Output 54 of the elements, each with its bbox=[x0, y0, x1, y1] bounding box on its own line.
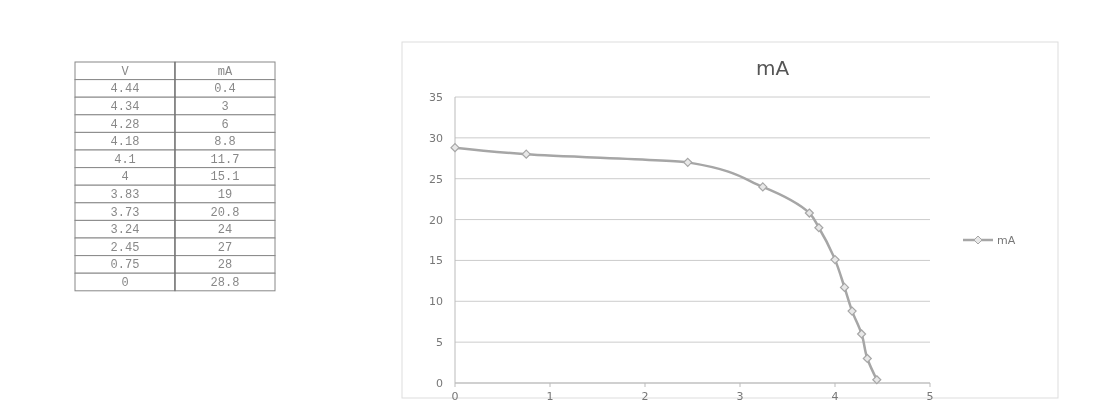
point bbox=[758, 182, 768, 192]
text: 4.28 bbox=[110, 117, 140, 132]
text: 0.75 bbox=[110, 258, 140, 273]
point bbox=[830, 255, 840, 265]
y-tick-label: 30 bbox=[429, 131, 443, 145]
y-tick-label: 20 bbox=[429, 213, 443, 227]
text: 27 bbox=[217, 240, 233, 255]
legend-label: mA bbox=[997, 234, 1016, 247]
text: 3.24 bbox=[110, 223, 140, 238]
text: 4.1 bbox=[114, 152, 136, 167]
y-tick-label: 10 bbox=[429, 295, 443, 309]
text: 4.18 bbox=[110, 135, 140, 150]
text: 4 bbox=[121, 170, 129, 185]
text: 3.83 bbox=[110, 188, 140, 202]
text: 4.34 bbox=[110, 100, 140, 114]
text: 0 bbox=[121, 276, 129, 290]
point bbox=[847, 306, 857, 316]
x-tick-label: 1 bbox=[546, 390, 554, 403]
text: 0.4 bbox=[214, 82, 236, 97]
point bbox=[683, 157, 693, 167]
text: 11.7 bbox=[210, 152, 240, 167]
text: 3 bbox=[221, 100, 229, 114]
point bbox=[839, 282, 850, 292]
text: 8.8 bbox=[214, 135, 236, 150]
point bbox=[857, 329, 867, 339]
point bbox=[872, 375, 882, 385]
chart-title: mA bbox=[755, 56, 790, 80]
y-tick-label: 0 bbox=[436, 377, 443, 390]
point bbox=[521, 149, 531, 159]
text: 4.44 bbox=[110, 82, 140, 97]
x-tick-label: 5 bbox=[926, 390, 934, 403]
y-tick-label: 25 bbox=[429, 172, 443, 186]
x-tick-label: 4 bbox=[831, 390, 839, 403]
point bbox=[804, 208, 814, 218]
text: 20.8 bbox=[210, 205, 240, 220]
text: 28 bbox=[217, 258, 233, 273]
text: 28.8 bbox=[210, 276, 240, 290]
text: 6 bbox=[221, 117, 229, 132]
x-tick-label: 3 bbox=[736, 390, 744, 403]
point bbox=[814, 223, 824, 233]
text: 24 bbox=[217, 223, 233, 238]
point bbox=[862, 353, 872, 364]
point bbox=[450, 143, 460, 153]
text: 3.73 bbox=[110, 205, 140, 220]
x-tick-label: 2 bbox=[641, 390, 649, 403]
text: V bbox=[121, 64, 130, 79]
x-tick-label: 0 bbox=[451, 390, 459, 403]
y-tick-label: 15 bbox=[429, 254, 443, 268]
y-tick-label: 35 bbox=[429, 91, 443, 104]
text: mA bbox=[217, 64, 233, 79]
text: 15.1 bbox=[210, 170, 240, 185]
y-tick-label: 5 bbox=[436, 336, 443, 350]
text: 19 bbox=[217, 188, 233, 202]
text: 2.45 bbox=[110, 240, 140, 255]
